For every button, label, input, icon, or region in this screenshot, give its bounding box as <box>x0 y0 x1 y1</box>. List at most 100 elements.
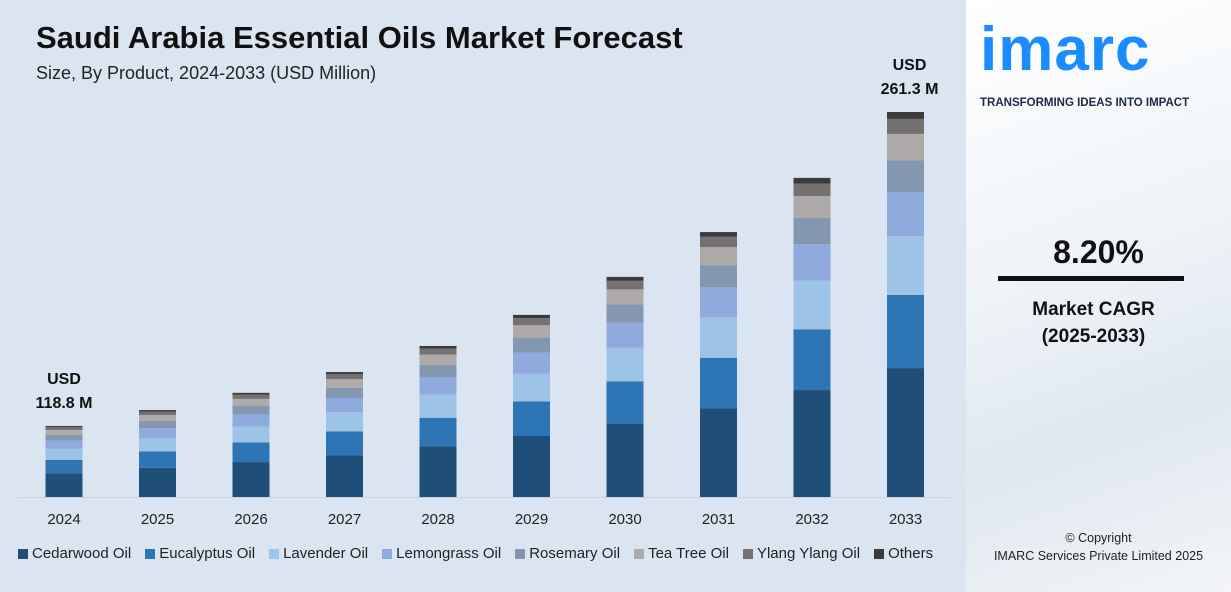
legend-item: Eucalyptus Oil <box>145 545 255 562</box>
bar-segment-cedarwood-oil <box>139 467 176 497</box>
bar-segment-eucalyptus-oil <box>606 381 644 424</box>
legend-label: Tea Tree Oil <box>648 545 729 562</box>
bar-segment-cedarwood-oil <box>513 436 550 497</box>
chart-subtitle: Size, By Product, 2024-2033 (USD Million… <box>36 63 377 83</box>
bar-segment-lavender-oil <box>419 394 457 418</box>
bar-segment-others <box>606 276 644 281</box>
bar-segment-eucalyptus-oil <box>139 451 176 468</box>
bar-segment-eucalyptus-oil <box>232 442 270 463</box>
bar-segment-ylang-ylang-oil <box>606 280 644 290</box>
bar-segment-ylang-ylang-oil <box>232 394 270 399</box>
legend-item: Lemongrass Oil <box>382 545 501 562</box>
legend-swatch <box>145 548 156 559</box>
bar-segment-eucalyptus-oil <box>45 459 83 474</box>
legend-label: Lemongrass Oil <box>396 545 502 562</box>
bar-segment-tea-tree-oil <box>232 398 270 406</box>
legend-swatch <box>874 548 885 559</box>
side-panel: imarc TRANSFORMING IDEAS INTO IMPACT 8.2… <box>966 0 1231 592</box>
legend-item: Cedarwood Oil <box>18 545 131 562</box>
x-tick-label: 2030 <box>608 511 641 528</box>
bar-segment-rosemary-oil <box>793 217 831 245</box>
copyright: © Copyright IMARC Services Private Limit… <box>966 529 1231 565</box>
bar-segment-eucalyptus-oil <box>513 401 550 437</box>
bar-segment-ylang-ylang-oil <box>326 374 363 380</box>
bar-segment-others <box>326 372 363 375</box>
bar-segment-others <box>232 392 270 395</box>
bar-segment-eucalyptus-oil <box>700 357 737 409</box>
bar-segment-lemongrass-oil <box>419 377 457 395</box>
bar-segment-lavender-oil <box>232 426 270 443</box>
bar-segment-rosemary-oil <box>232 405 270 415</box>
bar-segment-cedarwood-oil <box>887 368 924 497</box>
bar-segment-lavender-oil <box>887 236 924 295</box>
bar-segment-cedarwood-oil <box>45 473 83 497</box>
bar-segment-lavender-oil <box>45 448 83 460</box>
bar-segment-tea-tree-oil <box>419 354 457 365</box>
bar-segment-ylang-ylang-oil <box>887 118 924 134</box>
bar-segment-tea-tree-oil <box>700 247 737 266</box>
bar-segment-ylang-ylang-oil <box>419 348 457 355</box>
legend-swatch <box>382 548 393 559</box>
tagline: TRANSFORMING IDEAS INTO IMPACT <box>980 97 1190 109</box>
data-label: USD <box>893 57 927 74</box>
legend-swatch <box>515 548 526 559</box>
x-tick-label: 2025 <box>141 511 174 528</box>
bar-segment-cedarwood-oil <box>232 462 270 497</box>
bar-segment-lavender-oil <box>326 412 363 432</box>
cagr-label: Market CAGR (2025-2033) <box>966 296 1221 350</box>
bar-segment-rosemary-oil <box>326 387 363 398</box>
bar-segment-lavender-oil <box>700 317 737 358</box>
bar-segment-rosemary-oil <box>419 364 457 378</box>
bar-segment-eucalyptus-oil <box>419 417 457 447</box>
bar-segment-lavender-oil <box>793 280 831 330</box>
bar-segment-others <box>139 410 176 412</box>
bar-segment-tea-tree-oil <box>793 195 831 218</box>
cagr-value: 8.20% <box>1053 234 1144 270</box>
copyright-text: © Copyright <box>1065 531 1132 545</box>
cagr-label-line2: (2025-2033) <box>1041 326 1146 347</box>
legend-swatch <box>634 548 645 559</box>
bar-segment-tea-tree-oil <box>606 289 644 305</box>
bar-segment-tea-tree-oil <box>513 325 550 338</box>
bar-segment-ylang-ylang-oil <box>45 427 83 430</box>
bar-segment-ylang-ylang-oil <box>700 236 737 248</box>
bar-segment-lemongrass-oil <box>887 192 924 237</box>
bar-segment-cedarwood-oil <box>793 390 831 497</box>
bar-segment-lemongrass-oil <box>700 287 737 318</box>
chart-panel: 2024 USD 118.8 M 2025 2026 2027 2028 2029 2030 20… <box>0 0 966 592</box>
legend-item: Ylang Ylang Oil <box>742 545 860 562</box>
bar-segment-rosemary-oil <box>887 160 924 193</box>
bar-segment-eucalyptus-oil <box>326 431 363 456</box>
legend-label: Lavender Oil <box>283 545 369 562</box>
bar-segment-lemongrass-oil <box>45 440 83 449</box>
bar-segment-lemongrass-oil <box>139 428 176 439</box>
x-tick-label: 2033 <box>889 511 922 528</box>
bar-segment-rosemary-oil <box>513 337 550 353</box>
x-tick-label: 2027 <box>328 511 361 528</box>
bar-segment-lemongrass-oil <box>232 414 270 427</box>
bar-segment-others <box>419 345 457 349</box>
bar-segment-lemongrass-oil <box>606 322 644 348</box>
x-tick-label: 2028 <box>421 511 454 528</box>
bar-segment-ylang-ylang-oil <box>139 411 176 416</box>
bar-segment-tea-tree-oil <box>139 415 176 421</box>
bar-segment-eucalyptus-oil <box>793 329 831 391</box>
x-tick-label: 2031 <box>702 511 735 528</box>
bar-segment-rosemary-oil <box>606 304 644 323</box>
data-label: 118.8 M <box>36 395 93 412</box>
legend-label: Rosemary Oil <box>529 545 621 562</box>
legend-swatch <box>269 548 280 559</box>
bar-segment-others <box>887 112 924 119</box>
bar-segment-others <box>513 314 550 319</box>
legend-swatch <box>18 548 28 559</box>
bar-segment-tea-tree-oil <box>887 133 924 161</box>
bar-segment-others <box>793 177 831 184</box>
bar-segment-others <box>45 425 83 428</box>
legend-item: Lavender Oil <box>269 545 368 562</box>
data-label: USD <box>47 371 81 388</box>
legend: Cedarwood Oil Eucalyptus Oil Lavender Oil L… <box>18 545 933 562</box>
legend-item: Others <box>874 545 933 562</box>
chart-title: Saudi Arabia Essential Oils Market Forec… <box>36 20 683 55</box>
bar-segment-eucalyptus-oil <box>887 294 924 369</box>
imarc-logo: imarc <box>980 15 1151 84</box>
